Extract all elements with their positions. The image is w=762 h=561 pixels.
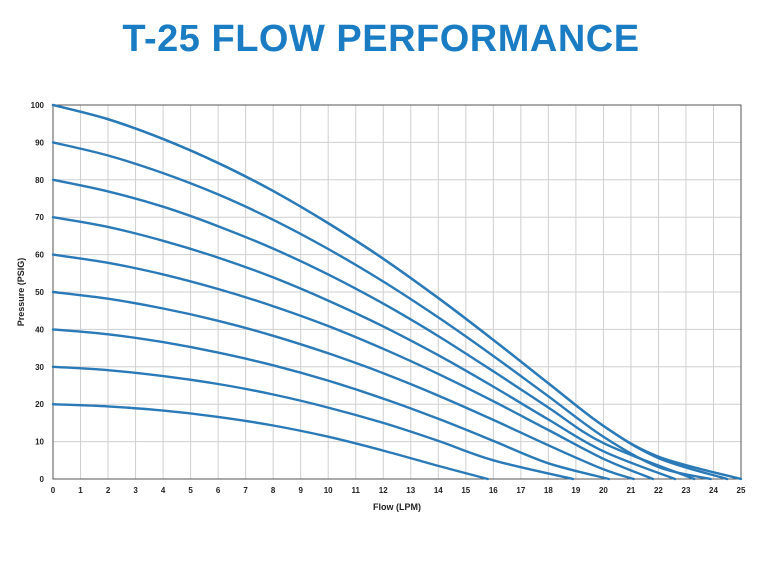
series-line (51, 141, 712, 481)
series-line (51, 365, 575, 481)
x-tick-label: 23 (682, 486, 691, 495)
x-tick-label: 21 (626, 486, 635, 495)
x-tick-label: 13 (406, 486, 415, 495)
y-tick-label: 40 (35, 325, 44, 334)
x-tick-label: 6 (216, 486, 221, 495)
x-tick-label: 25 (737, 486, 746, 495)
x-tick-label: 1 (78, 486, 83, 495)
y-tick-label: 0 (40, 475, 45, 484)
x-tick-labels: 0 1 2 3 4 5 6 7 8 9 10 11 12 13 14 15 16 17 18 19 20 21 22 23 24… (51, 486, 746, 495)
x-tick-label: 2 (106, 486, 111, 495)
page-title: T-25 FLOW PERFORMANCE (122, 18, 640, 60)
y-axis-label: Pressure (PSIG) (16, 258, 26, 327)
x-tick-label: 10 (324, 486, 333, 495)
x-tick-label: 12 (379, 486, 388, 495)
series-line (51, 328, 611, 481)
x-tick-label: 24 (709, 486, 718, 495)
x-tick-label: 22 (654, 486, 663, 495)
x-tick-label: 19 (571, 486, 580, 495)
y-tick-label: 30 (35, 363, 44, 372)
y-tick-label: 100 (31, 101, 45, 110)
y-tick-label: 60 (35, 251, 44, 260)
y-tick-label: 20 (35, 400, 44, 409)
x-tick-label: 8 (271, 486, 276, 495)
y-tick-label: 10 (35, 438, 44, 447)
series-line (51, 290, 635, 481)
x-tick-label: 20 (599, 486, 608, 495)
series-line (51, 253, 655, 481)
x-axis-label: Flow (LPM) (373, 502, 421, 512)
series-line (51, 403, 489, 481)
x-tick-label: 14 (434, 486, 443, 495)
y-tick-label: 50 (35, 288, 44, 297)
y-tick-label: 80 (35, 176, 44, 185)
x-tick-label: 11 (351, 486, 360, 495)
series-line (51, 216, 677, 481)
x-tick-label: 0 (51, 486, 56, 495)
y-tick-label: 70 (35, 213, 44, 222)
y-tick-label: 90 (35, 138, 44, 147)
series-line (51, 178, 696, 481)
series-line (51, 103, 743, 481)
x-tick-label: 3 (133, 486, 138, 495)
x-tick-label: 17 (516, 486, 525, 495)
x-tick-label: 9 (298, 486, 303, 495)
x-tick-label: 18 (544, 486, 553, 495)
x-tick-label: 7 (243, 486, 248, 495)
x-tick-label: 16 (489, 486, 498, 495)
chart-grid (52, 104, 742, 480)
x-tick-label: 5 (188, 486, 193, 495)
y-tick-labels: 0 10 20 30 40 50 60 70 80 90 100 (31, 101, 45, 484)
x-tick-label: 15 (461, 486, 470, 495)
chart-series (51, 103, 743, 481)
x-tick-label: 4 (161, 486, 166, 495)
